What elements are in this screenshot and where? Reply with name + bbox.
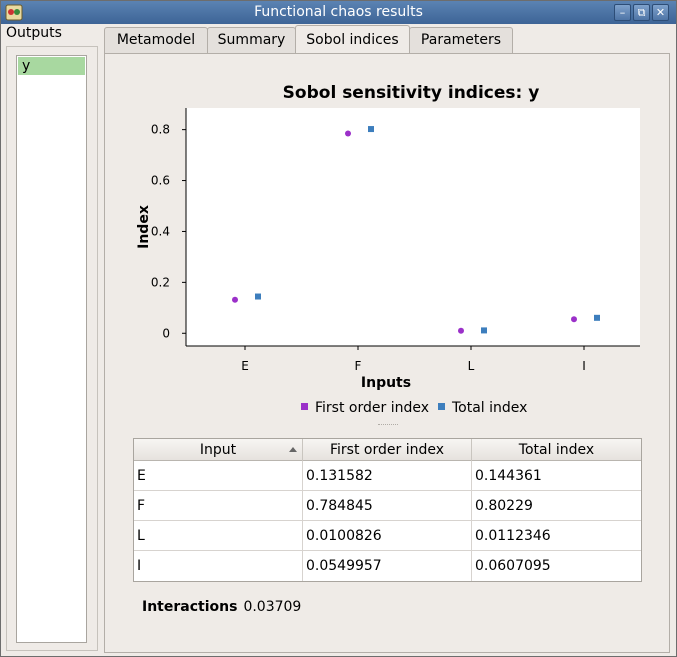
maximize-button[interactable]: ⧉ bbox=[633, 4, 650, 21]
restore-icon: ⧉ bbox=[637, 6, 646, 19]
splitter-handle[interactable] bbox=[378, 424, 398, 427]
window-title: Functional chaos results bbox=[254, 4, 423, 20]
table-row[interactable]: L 0.0100826 0.0112346 bbox=[134, 521, 641, 551]
interactions-value: 0.03709 bbox=[243, 599, 302, 615]
cell-total: 0.144361 bbox=[475, 468, 542, 484]
chart-title: Sobol sensitivity indices: y bbox=[283, 83, 540, 103]
table-row[interactable]: E 0.131582 0.144361 bbox=[134, 461, 641, 491]
legend-label: First order index bbox=[315, 400, 429, 416]
cell-total: 0.0112346 bbox=[475, 528, 551, 544]
legend-swatch bbox=[301, 403, 308, 410]
y-tick-label: 0.6 bbox=[151, 174, 170, 188]
x-axis-label: Inputs bbox=[361, 375, 411, 391]
x-tick-label: I bbox=[582, 359, 586, 373]
outputs-frame bbox=[6, 46, 98, 651]
plot-canvas bbox=[186, 108, 640, 346]
table-row[interactable]: I 0.0549957 0.0607095 bbox=[134, 551, 641, 581]
tab-parameters[interactable]: Parameters bbox=[409, 27, 513, 54]
close-button[interactable]: ✕ bbox=[652, 4, 669, 21]
point-circle bbox=[571, 316, 577, 323]
title-bar[interactable]: Functional chaos results – ⧉ ✕ bbox=[1, 1, 676, 24]
sobol-table: Input First order index Total index E 0.… bbox=[133, 438, 642, 582]
x-tick-label: E bbox=[241, 359, 249, 373]
tab-summary[interactable]: Summary bbox=[207, 27, 296, 54]
output-item-y[interactable]: y bbox=[18, 57, 85, 75]
y-tick-label: 0.4 bbox=[151, 224, 170, 238]
close-icon: ✕ bbox=[655, 6, 666, 19]
outputs-list[interactable]: y bbox=[16, 55, 87, 643]
cell-first-order: 0.131582 bbox=[303, 461, 472, 491]
point-square bbox=[368, 126, 374, 133]
point-circle bbox=[345, 130, 351, 137]
interactions-readout: Interactions 0.03709 bbox=[142, 599, 301, 615]
cell-input: F bbox=[134, 491, 303, 521]
cell-first-order: 0.784845 bbox=[303, 491, 472, 521]
header-input[interactable]: Input bbox=[134, 439, 303, 461]
point-circle bbox=[458, 327, 464, 334]
cell-total: 0.80229 bbox=[475, 498, 533, 514]
sort-ascending-icon bbox=[289, 447, 297, 452]
y-axis-label: Index bbox=[136, 205, 152, 249]
header-first-order[interactable]: First order index bbox=[303, 439, 472, 461]
tab-sobol-indices[interactable]: Sobol indices bbox=[295, 25, 410, 55]
table-header: Input First order index Total index bbox=[134, 439, 641, 461]
cell-input: E bbox=[134, 461, 303, 491]
interactions-label: Interactions bbox=[142, 599, 238, 615]
y-tick-label: 0.8 bbox=[151, 123, 170, 137]
sobol-chart: Sobol sensitivity indices: yInputsIndex0… bbox=[136, 83, 640, 416]
cell-input: I bbox=[134, 551, 303, 581]
cell-total: 0.0607095 bbox=[475, 558, 551, 574]
cell-first-order: 0.0549957 bbox=[303, 551, 472, 581]
x-tick-label: F bbox=[355, 359, 362, 373]
point-square bbox=[255, 293, 261, 300]
legend-label: Total index bbox=[451, 400, 527, 416]
point-square bbox=[594, 314, 600, 321]
y-tick-label: 0.2 bbox=[151, 275, 170, 289]
point-square bbox=[481, 327, 487, 334]
x-tick-label: L bbox=[468, 359, 475, 373]
y-tick-label: 0 bbox=[162, 326, 170, 340]
app-icon bbox=[5, 4, 23, 21]
tab-metamodel[interactable]: Metamodel bbox=[104, 27, 208, 54]
minimize-button[interactable]: – bbox=[614, 4, 631, 21]
header-total[interactable]: Total index bbox=[518, 442, 595, 458]
outputs-label: Outputs bbox=[6, 25, 62, 41]
point-circle bbox=[232, 296, 238, 303]
table-row[interactable]: F 0.784845 0.80229 bbox=[134, 491, 641, 521]
cell-first-order: 0.0100826 bbox=[303, 521, 472, 551]
legend-swatch bbox=[438, 403, 445, 410]
cell-input: L bbox=[134, 521, 303, 551]
minimize-icon: – bbox=[619, 6, 626, 19]
